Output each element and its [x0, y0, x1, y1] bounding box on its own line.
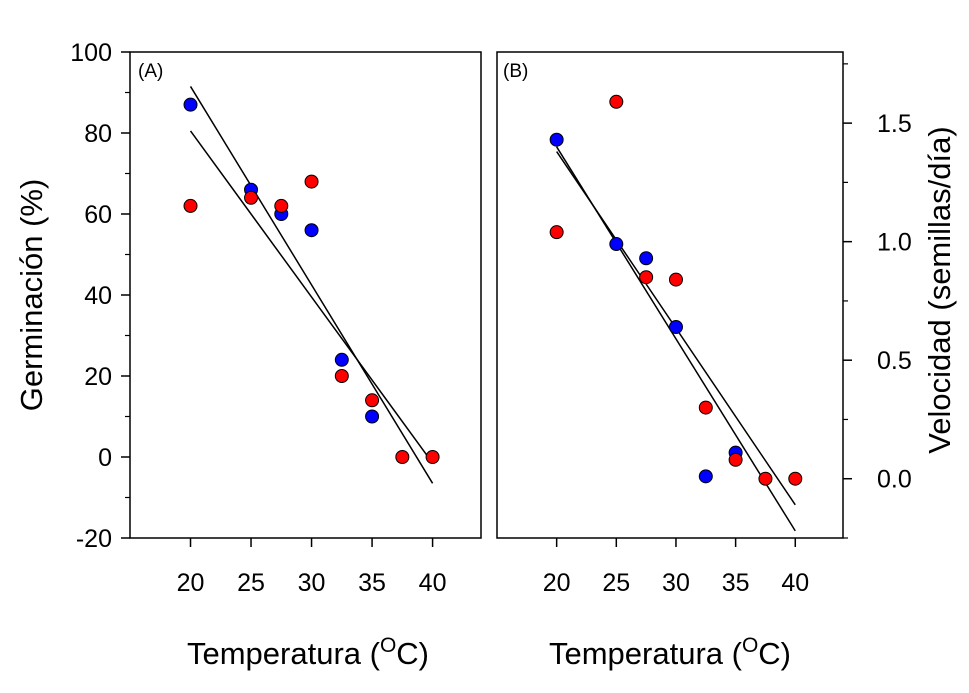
panel-b-frame	[496, 51, 844, 539]
panel-a-frame	[129, 51, 482, 539]
y-axis-label-a: Germinación (%)	[14, 179, 49, 412]
x-tick-label-b-3: 35	[722, 569, 750, 597]
x-tick-label-b-1: 25	[602, 569, 630, 597]
y-tick-label-a-4: 60	[84, 201, 112, 229]
point-b-red-0	[549, 225, 564, 240]
point-b-red-1	[609, 94, 624, 109]
point-a-red-6	[395, 450, 410, 464]
y-tick-label-a-0: -20	[76, 525, 112, 553]
y-tick-label-b-0: 0.0	[877, 466, 912, 494]
x-axis-label-a: Temperatura (OC)	[187, 634, 429, 671]
point-b-red-4	[698, 400, 713, 415]
point-b-blue-3	[668, 320, 683, 335]
fit-line-a-1	[189, 130, 434, 464]
y-tick-label-b-3: 1.5	[877, 110, 912, 138]
point-a-red-7	[425, 450, 440, 464]
x-tick-label-b-0: 20	[543, 569, 571, 597]
y-tick-label-a-6: 100	[70, 39, 112, 67]
panel-b: 20 25 30 35 40 0.0 0.5 1.0 1.5 (B) Temperatura (…	[496, 51, 957, 671]
y-tick-label-a-5: 80	[84, 120, 112, 148]
x-tick-label-a-2: 30	[298, 569, 326, 597]
point-b-red-3	[668, 272, 683, 287]
x-tick-label-b-4: 40	[781, 569, 809, 597]
x-tick-label-b-2: 30	[662, 569, 690, 597]
y-tick-label-a-1: 0	[98, 444, 112, 472]
x-tick-label-a-4: 40	[419, 569, 447, 597]
x-tick-label-a-3: 35	[358, 569, 386, 597]
x-tick-label-a-0: 20	[177, 569, 205, 597]
fit-line-a-0	[189, 86, 434, 484]
point-b-red-5	[728, 452, 743, 467]
point-a-red-2	[274, 198, 289, 213]
y-tick-label-a-3: 40	[84, 282, 112, 310]
point-a-red-1	[244, 190, 259, 205]
point-a-blue-4	[334, 352, 349, 367]
x-tick-label-a-1: 25	[237, 569, 265, 597]
point-a-red-0	[183, 198, 198, 213]
y-axis-label-b: Velocidad (semillas/día)	[922, 126, 957, 453]
point-b-blue-1	[609, 237, 624, 252]
y-tick-label-b-1: 0.5	[877, 347, 912, 375]
point-a-blue-0	[183, 97, 198, 112]
panel-a: 20 25 30 35 40 -20 0 20 40 60 80 100 (A) Temperatur…	[14, 39, 482, 671]
point-b-blue-4	[698, 469, 713, 484]
point-b-blue-2	[639, 251, 654, 266]
point-a-blue-3	[304, 223, 319, 238]
y-tick-label-b-2: 1.0	[877, 229, 912, 257]
x-axis-label-b: Temperatura (OC)	[549, 634, 791, 671]
point-a-red-4	[334, 369, 349, 383]
point-b-red-2	[639, 270, 654, 285]
panel-b-label: (B)	[503, 61, 528, 82]
y-tick-label-a-2: 20	[84, 363, 112, 391]
point-a-blue-5	[365, 409, 380, 424]
point-a-red-3	[304, 174, 319, 189]
point-b-red-6	[758, 471, 773, 486]
point-b-red-7	[788, 471, 803, 486]
point-a-red-5	[365, 393, 380, 408]
panel-a-label: (A)	[138, 61, 163, 82]
point-b-blue-0	[549, 132, 564, 147]
